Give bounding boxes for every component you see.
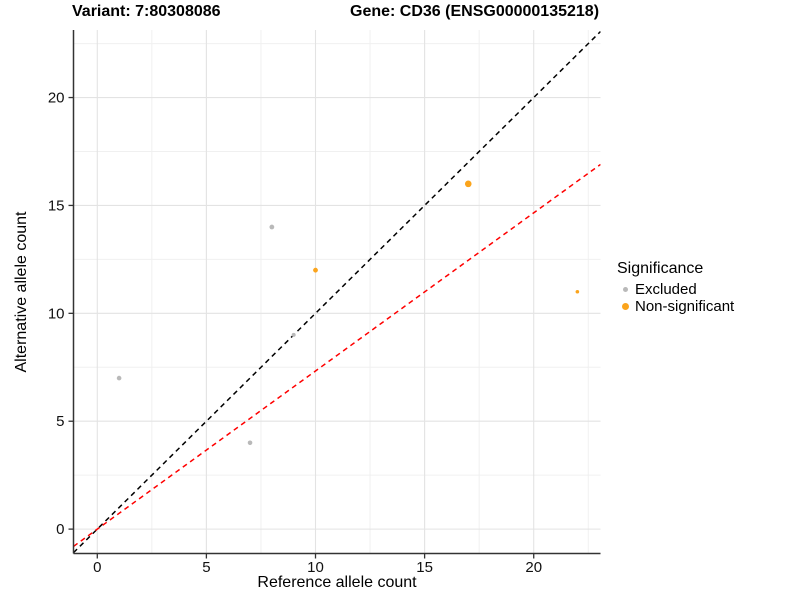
x-tick-label: 0 [93, 559, 101, 576]
legend-items: Excluded Non-significant [608, 281, 734, 315]
legend-title: Significance [617, 260, 704, 277]
y-tick-label: 5 [56, 413, 64, 430]
plot-title-variant: Variant: 7:80308086 [72, 3, 221, 20]
legend-dot-icon [622, 286, 629, 293]
y-axis-title: Alternative allele count [13, 211, 30, 373]
legend-item-excluded: Excluded [608, 281, 734, 298]
expected-ratio-line [73, 163, 601, 547]
x-tick-label: 10 [307, 559, 324, 576]
tick-marks [68, 96, 535, 559]
legend-item-label: Non-significant [635, 298, 735, 315]
identity-line [73, 30, 601, 554]
minor-gridlines [73, 30, 601, 554]
legend-item-non-significant: Non-significant [608, 298, 734, 315]
legend-key [620, 286, 631, 293]
major-gridlines [73, 30, 601, 554]
y-tick-label: 15 [48, 197, 65, 214]
data-point [313, 267, 318, 273]
x-axis-title: Reference allele count [257, 574, 417, 591]
x-tick-label: 20 [525, 559, 542, 576]
data-point [269, 224, 275, 230]
data-point [291, 332, 296, 337]
points-excluded [116, 224, 296, 446]
y-tick-label: 20 [48, 90, 65, 107]
legend-key [620, 303, 631, 310]
plot-title-gene: Gene: CD36 (ENSG00000135218) [350, 3, 600, 20]
data-point [247, 440, 253, 446]
data-point [575, 289, 580, 294]
y-tick-label: 0 [56, 521, 64, 538]
points-non-significant [313, 180, 580, 294]
legend: Significance Excluded Non-significant [608, 260, 734, 315]
x-tick-label: 5 [202, 559, 210, 576]
axis-lines [72, 30, 601, 555]
data-point [464, 180, 472, 188]
y-tick-label: 10 [48, 305, 65, 322]
data-point [116, 375, 122, 381]
legend-item-label: Excluded [635, 281, 697, 298]
x-tick-label: 15 [416, 559, 433, 576]
legend-dot-icon [622, 303, 629, 310]
